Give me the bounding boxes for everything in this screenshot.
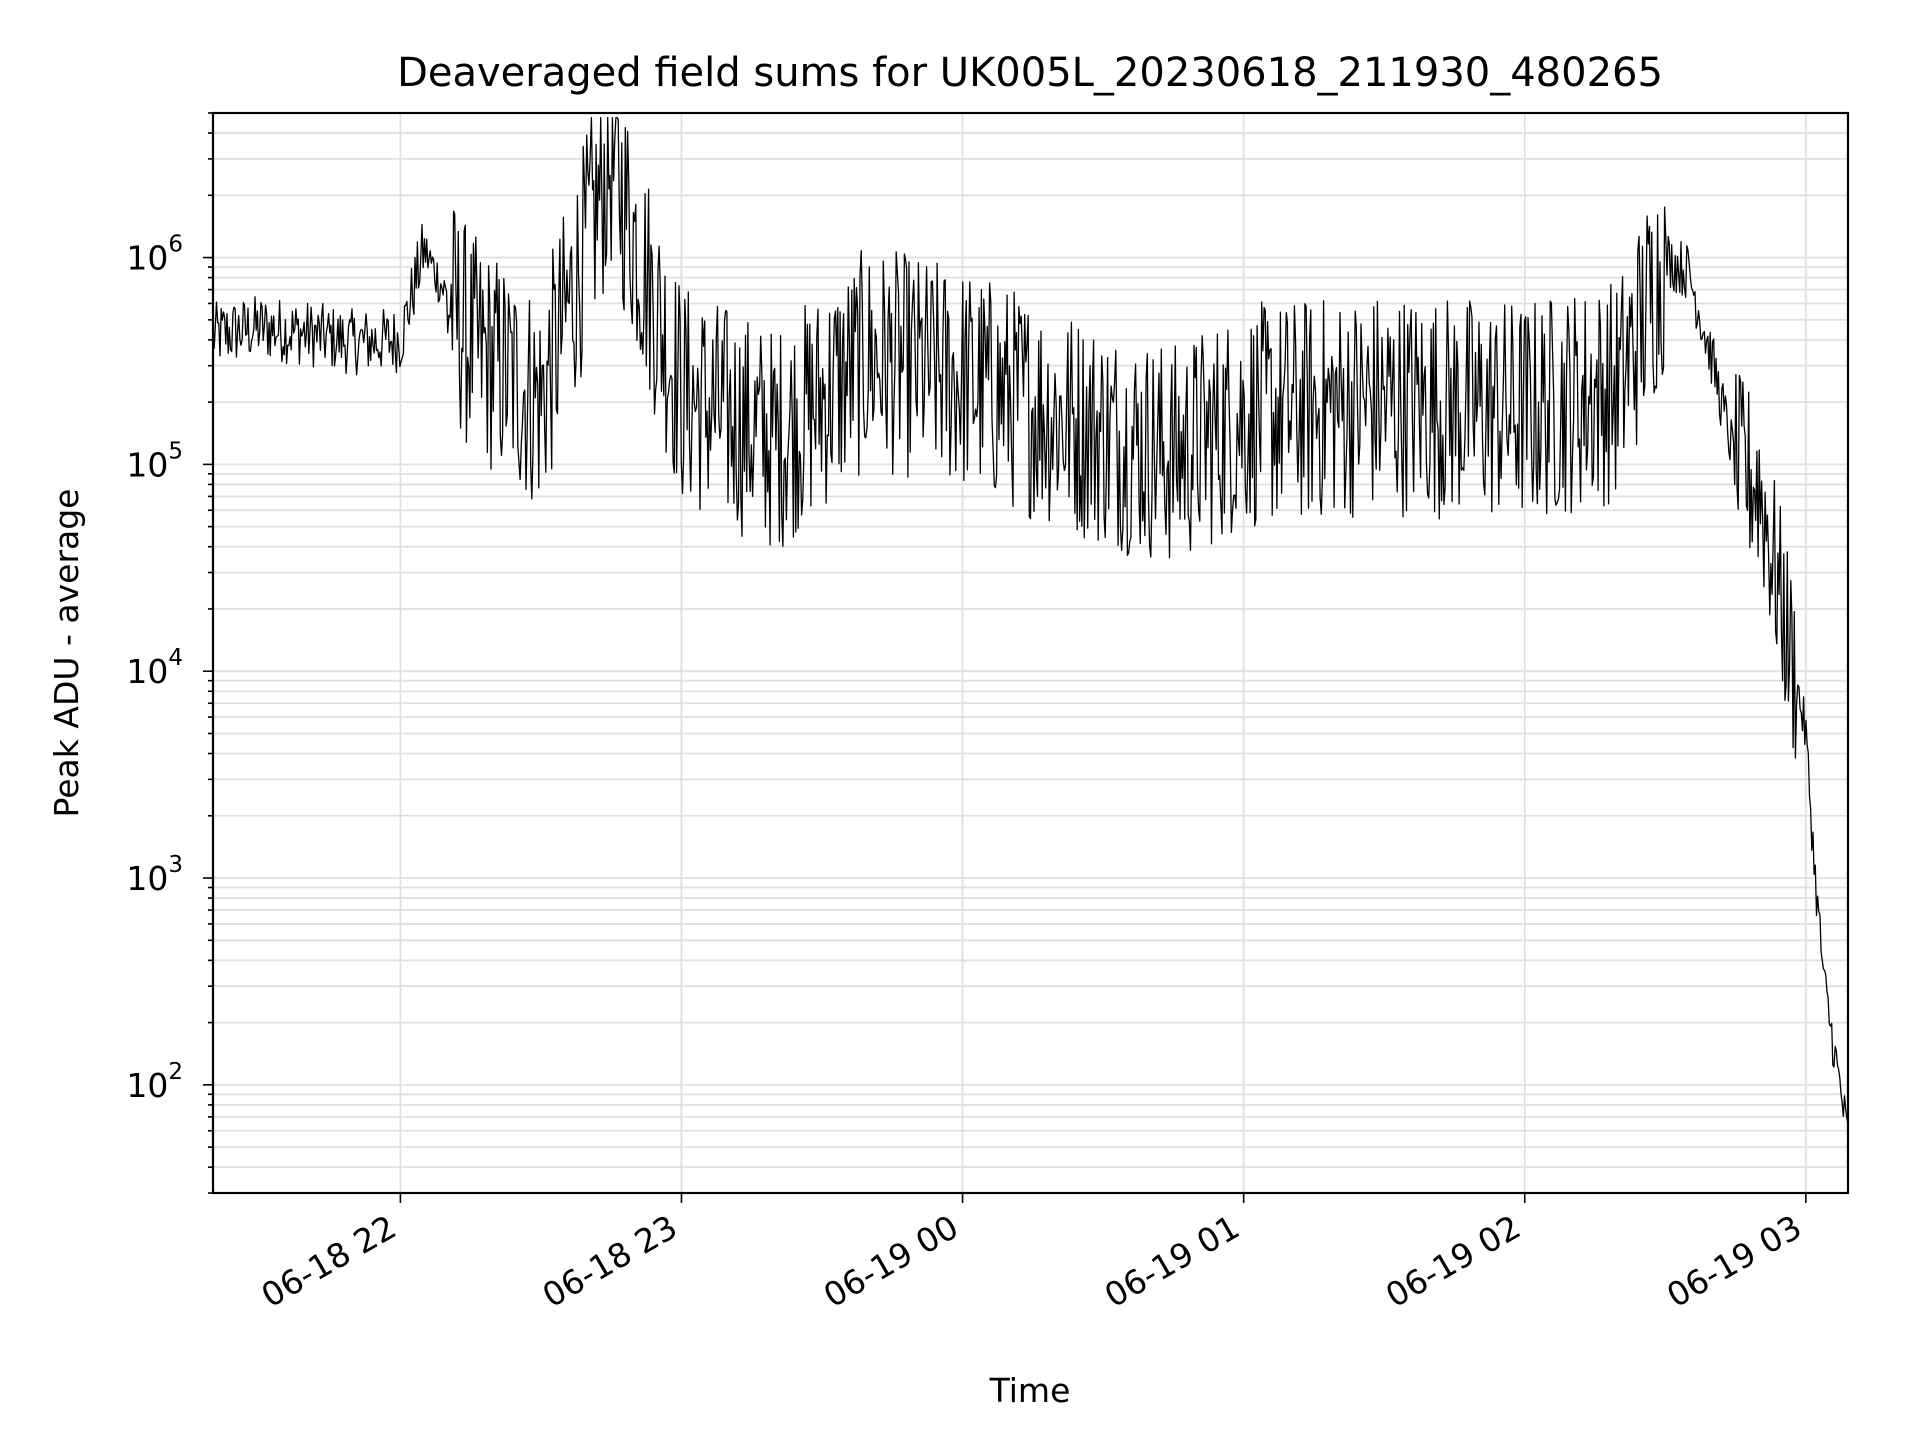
y-tick-label-exponent: 4	[168, 645, 183, 671]
x-axis-label: Time	[989, 1371, 1071, 1410]
y-axis-label: Peak ADU - average	[47, 489, 86, 818]
y-tick-label-base: 10	[126, 239, 168, 278]
y-tick-label-exponent: 3	[168, 852, 183, 878]
y-tick-label: 102	[126, 1059, 183, 1105]
y-tick-label-exponent: 5	[168, 438, 183, 464]
y-tick-label-exponent: 6	[168, 232, 183, 258]
plot-frame	[211, 111, 1850, 1195]
series-group	[212, 116, 1849, 1125]
y-tick-label-base: 10	[126, 1066, 168, 1105]
y-tick-label-base: 10	[126, 652, 168, 691]
series-line	[212, 116, 1849, 1125]
y-tick-label-base: 10	[126, 445, 168, 484]
y-tick-label-exponent: 2	[168, 1059, 183, 1085]
y-tick-label: 105	[126, 438, 183, 484]
y-tick-label: 106	[126, 232, 183, 278]
y-tick-label-base: 10	[126, 859, 168, 898]
y-tick-label: 103	[126, 852, 183, 898]
y-tick-label: 104	[126, 645, 183, 691]
chart-title: Deaveraged field sums for UK005L_2023061…	[397, 50, 1663, 96]
